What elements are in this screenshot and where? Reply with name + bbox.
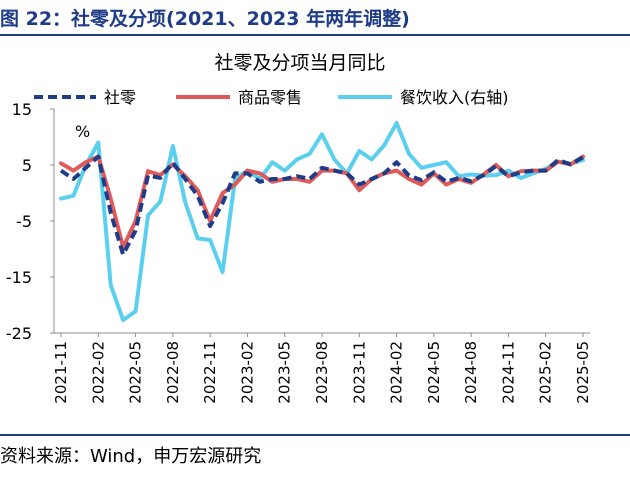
legend-label: 社零 xyxy=(104,88,136,107)
x-tick-label: 2025-02 xyxy=(537,341,555,404)
x-tick-label: 2024-11 xyxy=(499,341,517,404)
x-tick-label: 2021-11 xyxy=(52,341,70,404)
y-tick-label: -25 xyxy=(6,324,32,343)
y-tick-labels: 15 5 -5 -15 -25 xyxy=(6,100,32,343)
x-tick-label: 2023-02 xyxy=(238,341,256,404)
series-line-1 xyxy=(59,154,585,250)
legend-label: 商品零售 xyxy=(238,88,302,107)
axes xyxy=(50,108,590,337)
y-tick-label: 15 xyxy=(12,100,32,119)
x-tick-label: 2022-05 xyxy=(127,341,145,404)
x-tick-label: 2022-08 xyxy=(164,341,182,404)
chart: 社零及分项当月同比 社零 商品零售 餐饮收入(右轴) % 15 5 -5 -15 -25 2… xyxy=(6,52,592,404)
unit-label: % xyxy=(75,122,90,141)
x-tick-label: 2025-05 xyxy=(574,341,592,404)
x-tick-label: 2024-05 xyxy=(425,341,443,404)
y-tick-label: 5 xyxy=(22,156,32,175)
series-layer xyxy=(59,121,585,323)
x-tick-label: 2024-02 xyxy=(388,341,406,404)
figure-title: 图 22：社零及分项(2021、2023 年两年调整) xyxy=(0,8,410,30)
bottom-rule xyxy=(0,434,630,436)
x-tick-label: 2024-08 xyxy=(462,341,480,404)
x-tick-labels: 2021-11 2022-02 2022-05 2022-08 2022-11 2023-… xyxy=(52,341,592,404)
chart-title: 社零及分项当月同比 xyxy=(214,52,385,74)
y-tick-label: -15 xyxy=(6,268,32,287)
source-note: 资料来源：Wind，申万宏源研究 xyxy=(0,446,262,467)
legend-label: 餐饮收入(右轴) xyxy=(400,88,509,107)
x-tick-label: 2022-11 xyxy=(201,341,219,404)
series-line-2 xyxy=(59,121,585,323)
x-tick-label: 2022-02 xyxy=(89,341,107,404)
x-tick-label: 2023-11 xyxy=(350,341,368,404)
series-line-0 xyxy=(59,154,585,257)
y-tick-label: -5 xyxy=(16,212,32,231)
x-tick-label: 2023-08 xyxy=(313,341,331,404)
top-rule xyxy=(0,34,630,36)
x-tick-label: 2023-05 xyxy=(276,341,294,404)
legend: 社零 商品零售 餐饮收入(右轴) xyxy=(34,88,509,107)
